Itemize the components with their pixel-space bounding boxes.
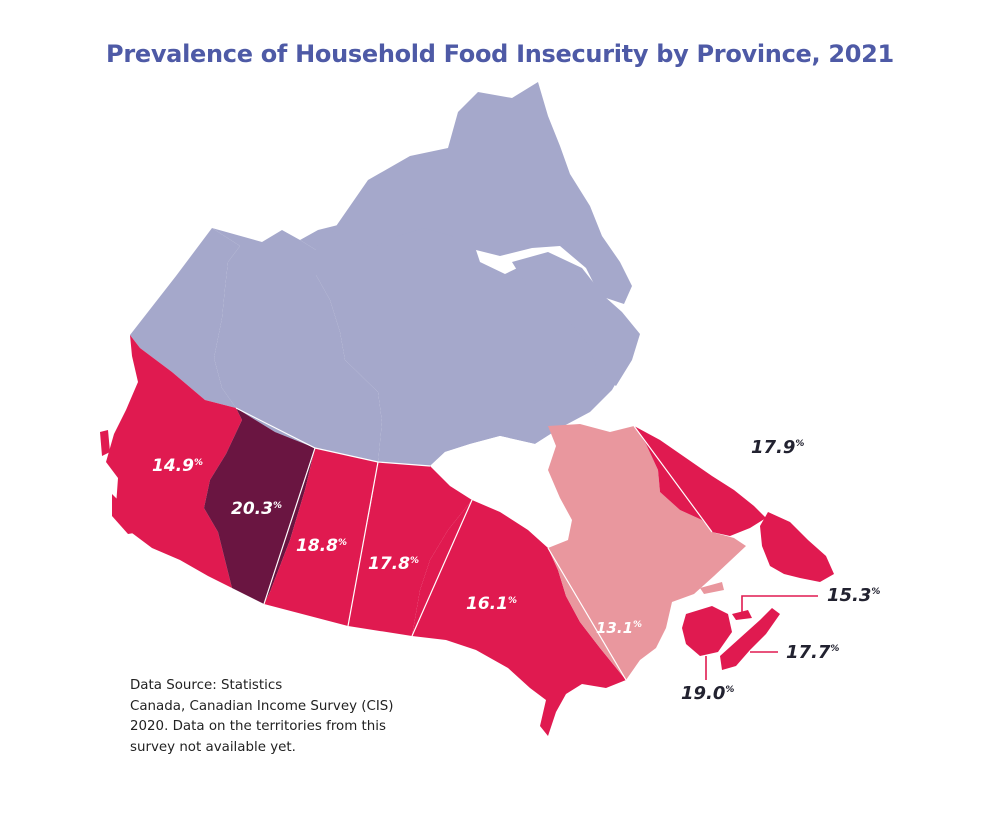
- source-line: Data Source: Statistics: [130, 678, 283, 693]
- region-newfoundland[interactable]: [760, 512, 834, 582]
- label-nb: 19.0%: [681, 683, 734, 704]
- label-sk: 18.8%: [296, 536, 347, 556]
- label-mb: 17.8%: [368, 554, 419, 574]
- region-haida-gwaii[interactable]: [100, 430, 110, 456]
- label-bc: 14.9%: [152, 456, 203, 476]
- chart-title: Prevalence of Household Food Insecurity …: [106, 40, 894, 68]
- label-qc: 13.1%: [596, 619, 642, 637]
- label-pe: 15.3%: [827, 585, 880, 606]
- region-new-brunswick[interactable]: [682, 606, 732, 656]
- region-anticosti[interactable]: [700, 582, 724, 594]
- source-line: 2020. Data on the territories from this: [130, 719, 386, 734]
- label-on: 16.1%: [466, 594, 517, 614]
- region-yukon[interactable]: [130, 228, 240, 408]
- region-manitoba[interactable]: [348, 462, 472, 636]
- borders: [235, 407, 713, 681]
- hudson-bay: [430, 428, 572, 548]
- region-quebec[interactable]: [548, 424, 746, 680]
- region-vancouver-island[interactable]: [112, 494, 140, 534]
- callout-lines: [705, 595, 818, 680]
- region-nova-scotia[interactable]: [720, 608, 780, 670]
- region-saskatchewan[interactable]: [264, 448, 378, 626]
- value-labels: 14.9% 20.3% 18.8% 17.8% 16.1% 13.1% 17.9…: [152, 437, 880, 704]
- label-nl: 17.9%: [751, 437, 804, 458]
- region-baffin-island[interactable]: [512, 252, 640, 386]
- provinces-group: [100, 335, 834, 736]
- territories-group: [130, 82, 640, 466]
- source-line: survey not available yet.: [130, 739, 296, 755]
- callout-line-pei: [741, 595, 818, 616]
- region-alberta[interactable]: [204, 408, 315, 604]
- data-source-note: Data Source: Statistics Canada, Canadian…: [130, 676, 470, 758]
- region-southampton-island[interactable]: [520, 370, 572, 402]
- region-labrador[interactable]: [634, 426, 766, 536]
- source-line: Canada, Canadian Income Survey (CIS): [130, 698, 394, 714]
- region-ontario[interactable]: [412, 500, 626, 736]
- label-ab: 20.3%: [231, 499, 282, 519]
- region-british-columbia[interactable]: [106, 335, 242, 588]
- region-northwest-territories[interactable]: [212, 228, 382, 462]
- label-ns: 17.7%: [786, 642, 839, 663]
- region-nunavut-islands[interactable]: [332, 82, 632, 304]
